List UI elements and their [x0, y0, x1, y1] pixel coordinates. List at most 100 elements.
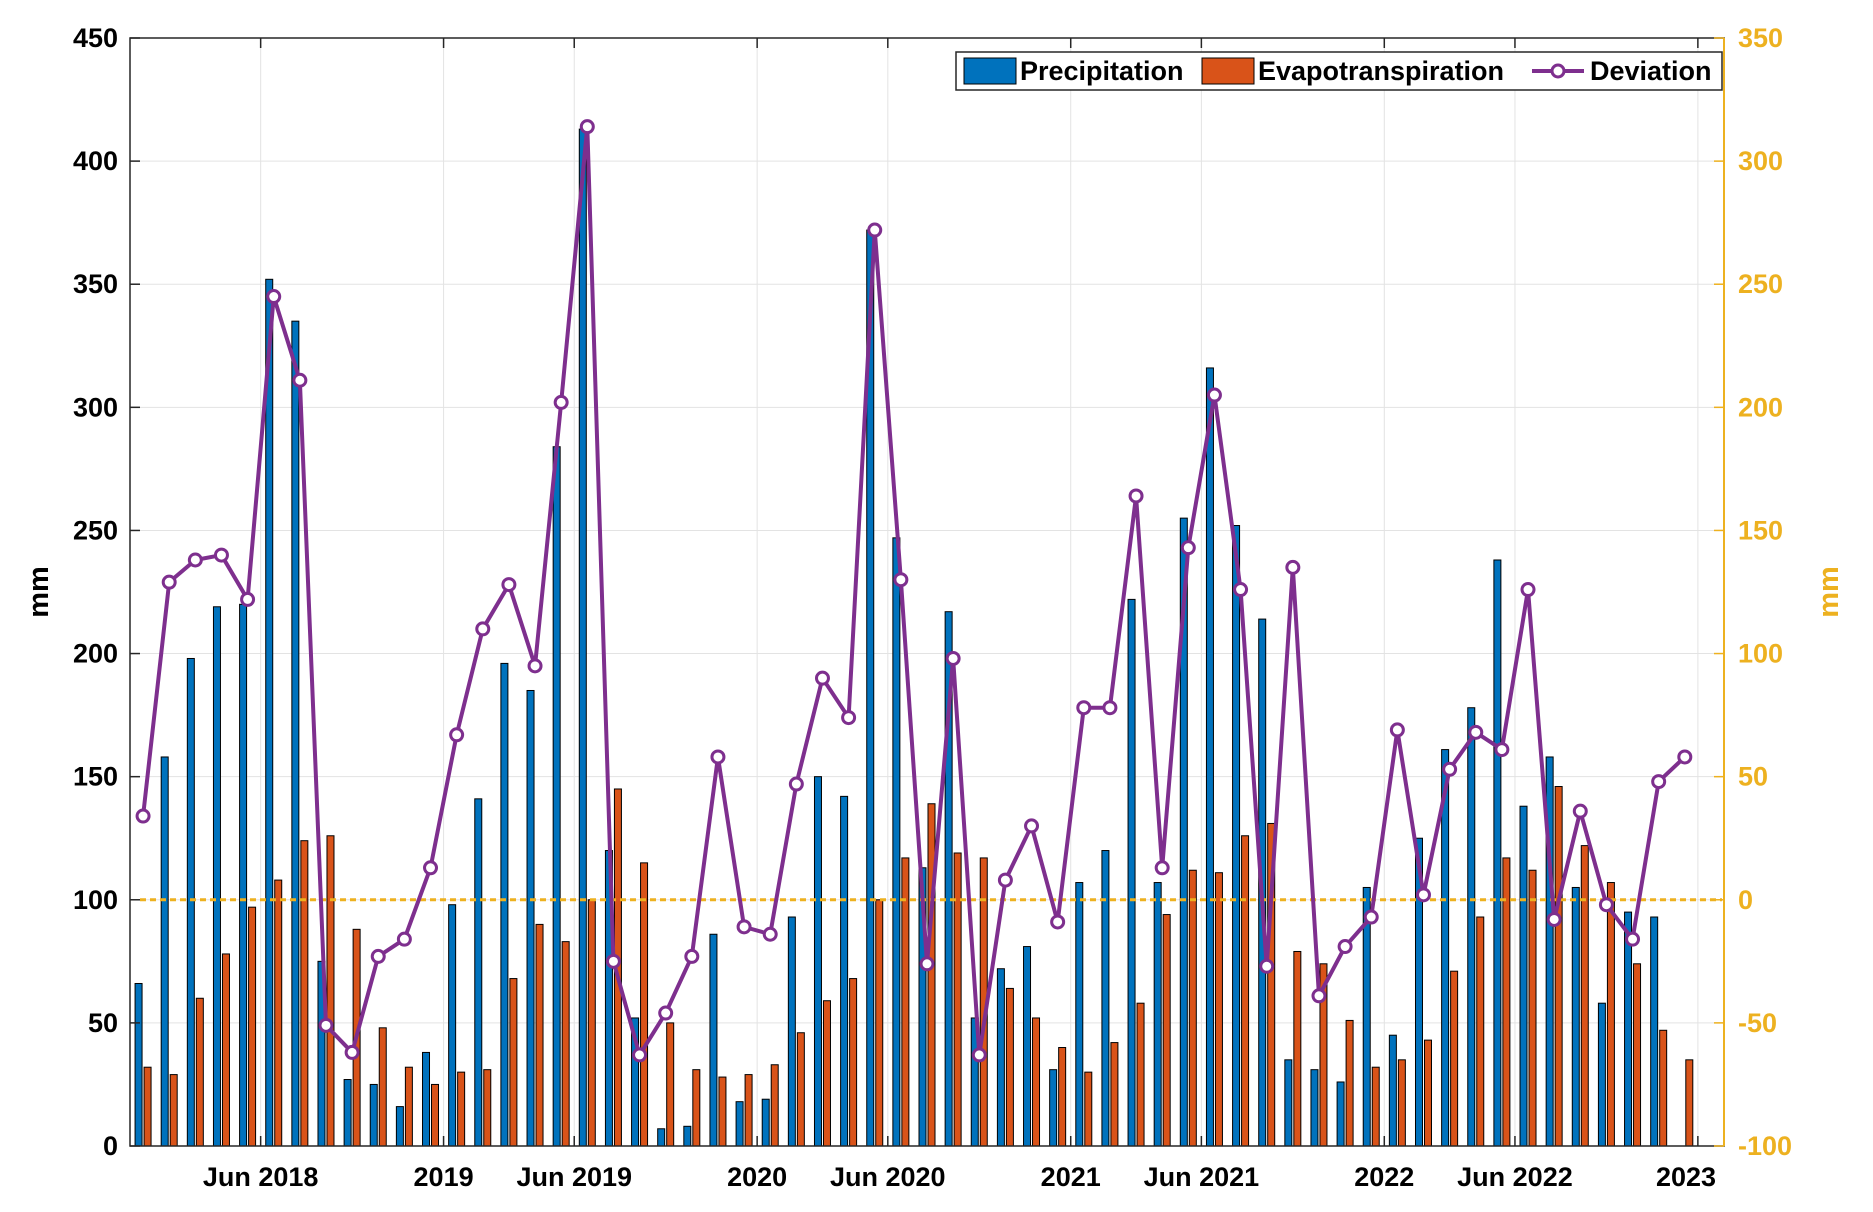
evapotranspiration-bar	[822, 1000, 831, 1147]
evapotranspiration-bar	[1371, 1066, 1380, 1147]
left-axis-tick-label: 100	[73, 885, 118, 915]
evapotranspiration-bar	[640, 862, 649, 1147]
deviation-point	[527, 658, 543, 674]
evapotranspiration-bar	[1005, 987, 1014, 1147]
evapotranspiration-bar	[1241, 835, 1250, 1147]
precipitation-bar	[239, 603, 248, 1147]
evapotranspiration-bar	[1554, 786, 1563, 1147]
deviation-point	[1206, 387, 1222, 403]
evapotranspiration-bar	[1476, 916, 1485, 1147]
left-axis-tick-label: 50	[88, 1008, 118, 1038]
evapotranspiration-bar	[718, 1076, 727, 1147]
deviation-point	[266, 289, 282, 305]
right-axis-tick-label: -50	[1738, 1008, 1777, 1038]
precipitation-bar	[683, 1125, 692, 1147]
legend-swatch-precipitation	[963, 57, 1017, 85]
evapotranspiration-bar	[483, 1069, 492, 1147]
precipitation-bar	[1023, 946, 1032, 1147]
deviation-point	[1442, 761, 1458, 777]
precipitation-bar	[212, 606, 221, 1147]
precipitation-bar	[1049, 1069, 1058, 1147]
evapotranspiration-bar	[1293, 950, 1302, 1147]
plot-area	[130, 38, 1724, 1146]
deviation-point	[1415, 887, 1431, 903]
evapotranspiration-bar	[1580, 845, 1589, 1147]
deviation-point	[762, 926, 778, 942]
evapotranspiration-bar	[169, 1074, 178, 1147]
evapotranspiration-bar	[221, 953, 230, 1147]
left-axis-tick-label: 300	[73, 392, 118, 422]
evapotranspiration-bar	[561, 941, 570, 1147]
deviation-point	[1520, 582, 1536, 598]
precipitation-bar	[291, 320, 300, 1147]
evapotranspiration-bar	[248, 906, 257, 1147]
precipitation-bar	[657, 1128, 666, 1147]
deviation-point	[1285, 559, 1301, 575]
deviation-point	[1154, 860, 1170, 876]
deviation-point	[449, 727, 465, 743]
precipitation-bar	[840, 795, 849, 1147]
evapotranspiration-bar	[1214, 872, 1223, 1147]
deviation-point	[1468, 724, 1484, 740]
evapotranspiration-bar	[1032, 1017, 1041, 1147]
x-axis-tick-label: 2021	[1041, 1162, 1101, 1192]
left-axis-label: mm	[23, 566, 55, 618]
evapotranspiration-bar	[875, 899, 884, 1147]
deviation-point	[187, 552, 203, 568]
deviation-point	[1311, 988, 1327, 1004]
deviation-point	[553, 394, 569, 410]
deviation-point	[867, 222, 883, 238]
deviation-point	[344, 1044, 360, 1060]
deviation-point	[1625, 931, 1641, 947]
deviation-point	[1180, 540, 1196, 556]
evapotranspiration-bar	[692, 1069, 701, 1147]
evapotranspiration-bar	[1110, 1042, 1119, 1147]
deviation-point	[1259, 958, 1275, 974]
legend-marker-deviation	[1550, 63, 1566, 79]
precipitation-bar	[1388, 1034, 1397, 1147]
right-axis-label: mm	[1813, 566, 1845, 618]
deviation-point	[736, 919, 752, 935]
precipitation-bar	[369, 1083, 378, 1147]
precipitation-bar	[1075, 882, 1084, 1147]
right-axis-tick-label: 100	[1738, 639, 1783, 669]
precipitation-bar	[1153, 882, 1162, 1147]
precipitation-bar	[1571, 886, 1580, 1147]
precipitation-bar	[552, 446, 561, 1147]
right-axis-tick-label: 150	[1738, 515, 1783, 545]
precipitation-bar	[526, 689, 535, 1147]
evapotranspiration-bar	[300, 840, 309, 1147]
deviation-point	[292, 372, 308, 388]
x-axis-tick-label: 2019	[414, 1162, 474, 1192]
evapotranspiration-bar	[143, 1066, 152, 1147]
right-axis-tick-label: 200	[1738, 392, 1783, 422]
evapotranspiration-bar	[1397, 1059, 1406, 1147]
deviation-point	[1050, 914, 1066, 930]
x-axis-tick-label: 2022	[1354, 1162, 1414, 1192]
right-axis-tick-label: 50	[1738, 762, 1768, 792]
precipitation-bar	[265, 278, 274, 1147]
deviation-point	[240, 591, 256, 607]
deviation-point	[370, 948, 386, 964]
deviation-point	[1598, 897, 1614, 913]
legend-label-deviation: Deviation	[1590, 56, 1712, 86]
deviation-point	[710, 749, 726, 765]
deviation-point	[161, 574, 177, 590]
precipitation-bar	[448, 904, 457, 1147]
legend: Precipitation Evapotranspiration Deviation	[955, 51, 1723, 91]
evapotranspiration-bar	[1659, 1029, 1668, 1147]
precipitation-bar	[395, 1106, 404, 1147]
precipitation-bar	[1205, 367, 1214, 1147]
evapotranspiration-bar	[326, 835, 335, 1147]
precipitation-bar	[735, 1101, 744, 1147]
precipitation-bar	[1624, 911, 1633, 1147]
precipitation-bar	[1127, 598, 1136, 1147]
evapotranspiration-bar	[535, 923, 544, 1147]
left-axis-tick-label: 250	[73, 515, 118, 545]
precipitation-bar	[1493, 559, 1502, 1147]
evapotranspiration-bar	[1162, 914, 1171, 1147]
x-axis-tick-label: 2020	[727, 1162, 787, 1192]
evapotranspiration-bar	[1136, 1002, 1145, 1147]
deviation-point	[841, 710, 857, 726]
